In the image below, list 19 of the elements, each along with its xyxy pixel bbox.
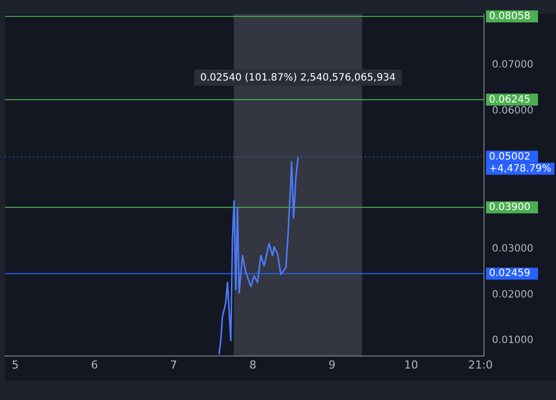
- x-tick-label: 8: [249, 358, 256, 372]
- y-tick-label: 0.02000: [492, 289, 534, 300]
- y-tick-label: 0.03000: [492, 243, 534, 254]
- y-tick-label: 0.06000: [492, 106, 534, 117]
- x-tick-label: 5: [12, 358, 19, 372]
- x-tick-label: 7: [170, 358, 178, 372]
- x-tick-label: 21:0: [468, 358, 493, 372]
- ref-line-label: 0.03900: [489, 202, 530, 214]
- ref-line-label: 0.08058: [489, 10, 530, 22]
- x-tick-label: 9: [328, 358, 336, 372]
- annotation: 0.02540 (101.87%) 2,540,576,065,934: [200, 72, 396, 84]
- text: +4,478.79%: [489, 163, 552, 174]
- x-tick-label: 6: [90, 358, 98, 372]
- ref-line-label: 0.06245: [489, 94, 530, 106]
- ref-line-label: 0.05002: [489, 151, 530, 162]
- ref-line-label: 0.02459: [489, 268, 530, 280]
- y-tick-label: 0.07000: [492, 60, 534, 71]
- y-tick-label: 0.01000: [492, 335, 534, 346]
- x-tick-label: 10: [404, 358, 418, 372]
